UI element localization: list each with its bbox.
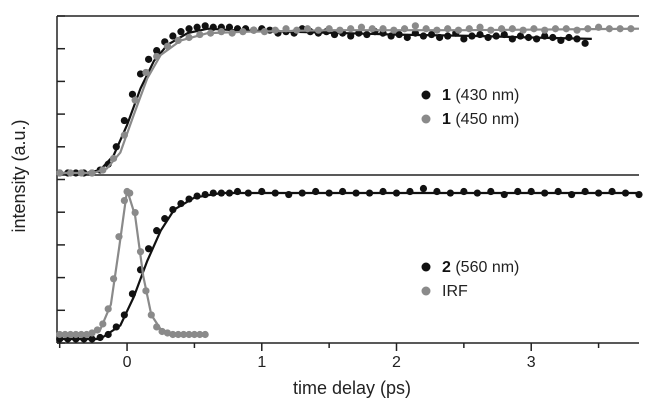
- data-point: [420, 185, 427, 192]
- y-axis-label: intensity (a.u.): [9, 119, 29, 232]
- data-point: [145, 56, 152, 63]
- legend-entry: IRF: [422, 283, 469, 300]
- fit-curve: [57, 193, 639, 339]
- fit-curve: [57, 29, 639, 173]
- x-tick-label: 0: [123, 354, 132, 371]
- series-bottom-2-560-nm: [56, 185, 643, 343]
- data-point: [498, 25, 505, 32]
- data-point: [177, 28, 184, 35]
- plot-area: 0 1 2 3 1 (430 nm) 1 (450 nm) 2 (560 nm) IRF: [56, 16, 643, 371]
- data-point: [485, 34, 492, 41]
- legend-entry: 1 (450 nm): [422, 111, 520, 128]
- legend-marker: [422, 115, 431, 124]
- legend-entry: 2 (560 nm): [422, 259, 520, 276]
- legend-label: 1 (450 nm): [442, 111, 519, 128]
- series-bottom-irf: [56, 188, 209, 338]
- legend-label: 1 (430 nm): [442, 87, 519, 104]
- legend-marker: [422, 287, 431, 296]
- legend-label: IRF: [442, 283, 468, 300]
- x-axis-label: time delay (ps): [293, 378, 411, 398]
- legend-entry: 1 (430 nm): [422, 87, 520, 104]
- x-tick-label: 2: [392, 354, 401, 371]
- x-tick-label: 3: [527, 354, 536, 371]
- legend-marker: [422, 91, 431, 100]
- data-point: [582, 40, 589, 47]
- x-tick-label: 1: [257, 354, 266, 371]
- legend-marker: [422, 263, 431, 272]
- data-point: [412, 22, 419, 29]
- data-point: [533, 35, 540, 42]
- series-top-1-450-nm: [56, 22, 639, 176]
- legend-label: 2 (560 nm): [442, 259, 519, 276]
